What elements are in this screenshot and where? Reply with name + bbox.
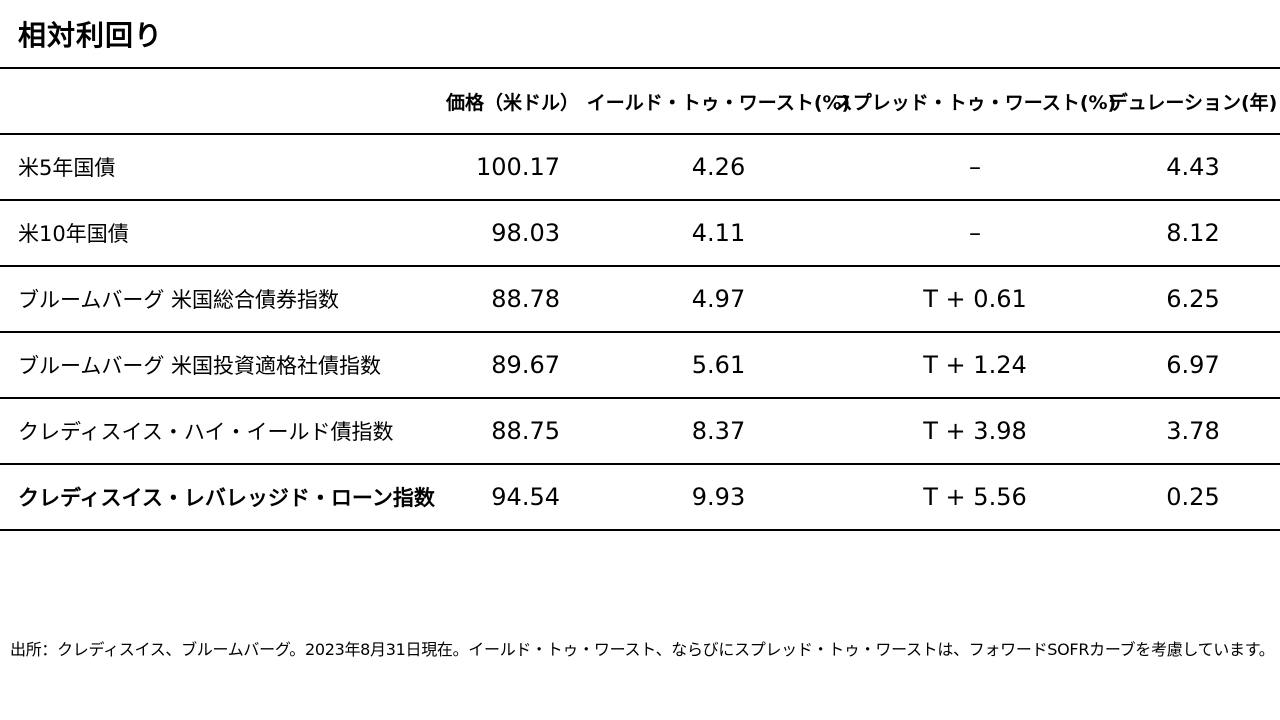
table-row: ブルームバーグ 米国総合債券指数 88.78 4.97 T + 0.61 6.2… [0, 265, 1280, 331]
table-row: クレディスイス・ハイ・イールド債指数 88.75 8.37 T + 3.98 3… [0, 397, 1280, 463]
row-yield-to-worst: 5.61 [691, 351, 746, 379]
row-duration: 6.97 [1166, 351, 1220, 379]
row-spread-to-worst: – [969, 153, 981, 181]
row-spread-to-worst: T + 3.98 [923, 417, 1027, 445]
header-price: 価格（米ドル） [445, 91, 579, 114]
row-yield-to-worst: 8.37 [691, 417, 746, 445]
yield-table: 価格（米ドル） イールド・トゥ・ワースト(%) スプレッド・トゥ・ワースト(%)… [0, 67, 1280, 531]
row-price: 98.03 [491, 219, 560, 247]
table-row: 米10年国債 98.03 4.11 – 8.12 [0, 199, 1280, 265]
table-row: 米5年国債 100.17 4.26 – 4.43 [0, 133, 1280, 199]
row-duration: 4.43 [1166, 153, 1220, 181]
header-spread-to-worst: スプレッド・トゥ・ワースト(%) [833, 91, 1117, 114]
row-duration: 3.78 [1166, 417, 1220, 445]
table-header-row: 価格（米ドル） イールド・トゥ・ワースト(%) スプレッド・トゥ・ワースト(%)… [0, 67, 1280, 133]
row-price: 88.75 [491, 417, 560, 445]
row-price: 88.78 [491, 285, 560, 313]
row-spread-to-worst: T + 0.61 [923, 285, 1027, 313]
row-spread-to-worst: T + 5.56 [923, 483, 1027, 511]
header-yield-to-worst: イールド・トゥ・ワースト(%) [586, 91, 851, 114]
row-price: 94.54 [491, 483, 560, 511]
page-title: 相対利回り [18, 19, 164, 52]
source-footnote: 出所：クレディスイス、ブルームバーグ。2023年8月31日現在。イールド・トゥ・… [10, 640, 1275, 659]
header-duration: デュレーション(年) [1108, 91, 1278, 114]
row-price: 100.17 [476, 153, 560, 181]
table-row: ブルームバーグ 米国投資適格社債指数 89.67 5.61 T + 1.24 6… [0, 331, 1280, 397]
row-price: 89.67 [491, 351, 560, 379]
row-yield-to-worst: 4.11 [691, 219, 746, 247]
row-spread-to-worst: T + 1.24 [923, 351, 1027, 379]
row-name: クレディスイス・ハイ・イールド債指数 [18, 420, 394, 444]
row-yield-to-worst: 4.26 [691, 153, 746, 181]
row-duration: 8.12 [1166, 219, 1220, 247]
table-row: クレディスイス・レバレッジド・ローン指数 94.54 9.93 T + 5.56… [0, 463, 1280, 531]
row-duration: 0.25 [1166, 483, 1220, 511]
row-name: ブルームバーグ 米国総合債券指数 [18, 288, 340, 312]
row-name: 米5年国債 [18, 156, 116, 180]
row-name: ブルームバーグ 米国投資適格社債指数 [18, 354, 382, 378]
row-name: 米10年国債 [18, 222, 129, 246]
row-yield-to-worst: 4.97 [691, 285, 746, 313]
row-yield-to-worst: 9.93 [691, 483, 746, 511]
row-name: クレディスイス・レバレッジド・ローン指数 [18, 486, 435, 510]
row-spread-to-worst: – [969, 219, 981, 247]
row-duration: 6.25 [1166, 285, 1220, 313]
